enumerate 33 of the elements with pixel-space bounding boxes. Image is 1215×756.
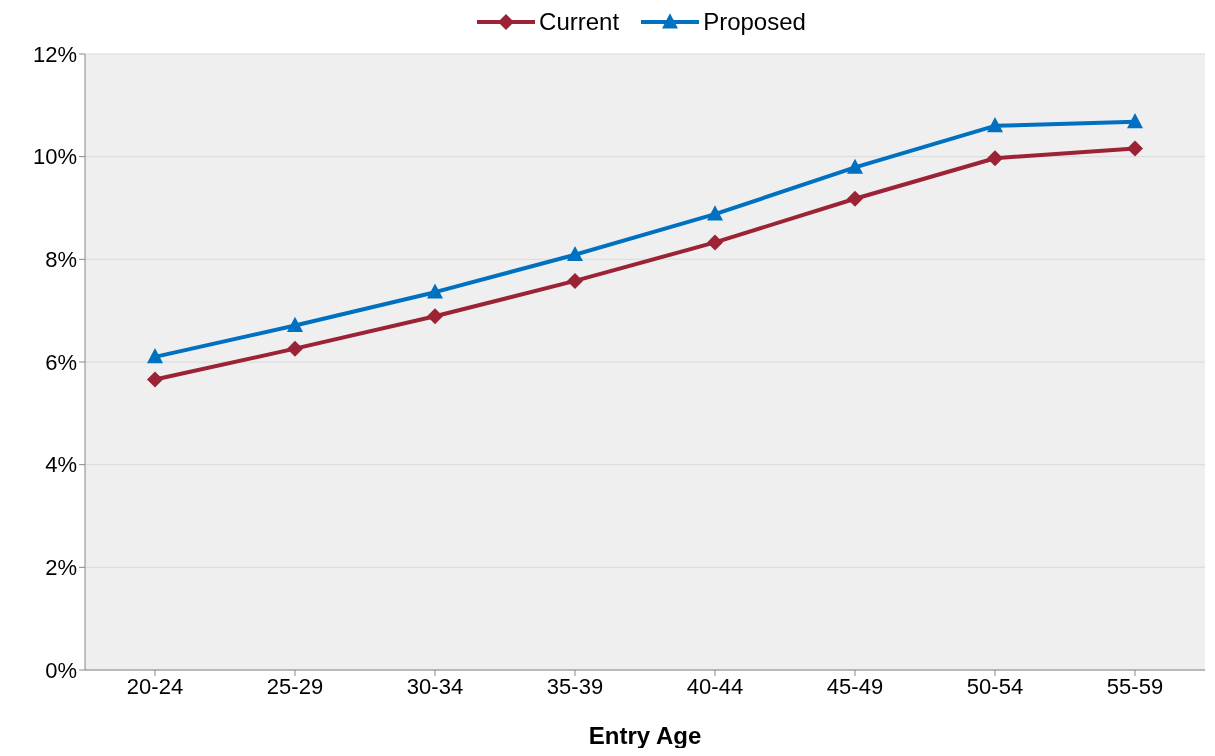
x-tick-label: 30-34 [406, 673, 464, 699]
x-tick-label: 50-54 [966, 673, 1024, 699]
y-tick-label: 12% [32, 41, 77, 67]
y-tick-label: 10% [32, 144, 77, 170]
x-tick-label: 35-39 [546, 673, 604, 699]
point [427, 308, 443, 325]
point [1127, 140, 1143, 157]
legend-label: Current [539, 8, 620, 36]
point [147, 348, 163, 364]
y-tick-label: 8% [45, 247, 77, 273]
point [847, 158, 863, 174]
point [147, 371, 163, 388]
legend-label: Proposed [703, 8, 806, 36]
x-tick-label: 25-29 [266, 673, 324, 699]
x-tick-label: 40-44 [686, 673, 744, 699]
y-tick-label: 2% [45, 555, 77, 581]
y-tick-label: 6% [45, 349, 77, 375]
point [287, 316, 303, 332]
point [1127, 112, 1143, 129]
point [707, 234, 723, 251]
y-tick-label: 0% [45, 657, 77, 683]
x-tick-label: 45-49 [826, 673, 884, 699]
point [287, 340, 303, 357]
x-tick-label: 55-59 [1106, 673, 1164, 699]
point [567, 272, 583, 289]
point [987, 150, 1003, 167]
point [567, 245, 583, 262]
point [427, 283, 443, 299]
point [707, 205, 723, 221]
point [847, 190, 863, 207]
x-tick-label: 20-24 [126, 673, 184, 699]
point [987, 117, 1003, 133]
y-tick-label: 4% [45, 452, 77, 478]
